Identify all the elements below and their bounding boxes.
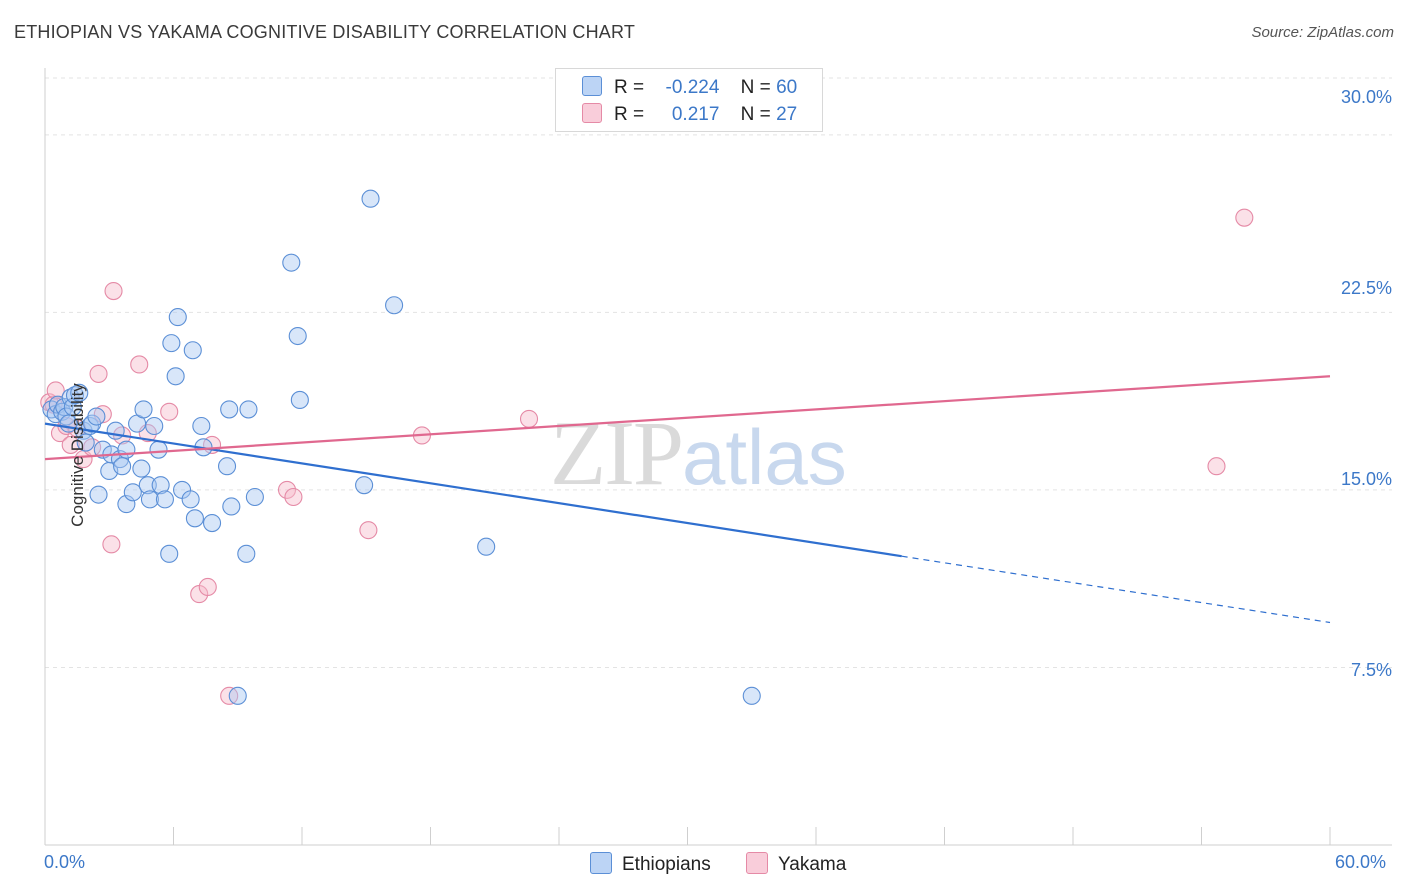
ethiopians-point-31 — [145, 416, 164, 436]
ethiopians-point-35 — [160, 544, 179, 563]
source-label: Source: ZipAtlas.com — [1251, 24, 1394, 41]
bottom-legend-label: Yakama — [778, 854, 847, 875]
yakama-trend-line — [44, 375, 1331, 461]
bottom-legend-yakama: Yakama — [746, 852, 846, 876]
chart-title: ETHIOPIAN VS YAKAMA COGNITIVE DISABILITY… — [14, 22, 636, 42]
legend-n-label: N = — [740, 77, 771, 98]
bottom-legend-swatch-blue — [590, 852, 612, 874]
ethiopians-point-60 — [742, 686, 761, 705]
y-tick-label-30: 30.0% — [1340, 87, 1392, 107]
yakama-point-18 — [198, 577, 217, 597]
ethiopians-trend-extension — [901, 555, 1331, 624]
yakama-point-25 — [519, 409, 539, 428]
ethiopians-point-51 — [239, 400, 258, 419]
ethiopians-point-22 — [113, 457, 132, 476]
ethiopians-point-40 — [181, 490, 200, 509]
ethiopians-point-55 — [290, 390, 309, 410]
ethiopians-point-34 — [155, 490, 174, 509]
bottom-legend-ethiopians: Ethiopians — [590, 852, 711, 876]
legend-n-value: 27 — [776, 104, 798, 125]
legend-row-yakama: R = 0.217 N = 27 — [582, 103, 797, 126]
ethiopians-point-29 — [138, 476, 157, 495]
ethiopians-point-33 — [151, 476, 170, 495]
ethiopians-point-30 — [140, 490, 159, 509]
legend-r-value: 0.217 — [671, 104, 720, 125]
ethiopians-point-24 — [117, 495, 136, 514]
yakama-point-14 — [130, 355, 149, 374]
yakama-point-2 — [46, 381, 65, 400]
ethiopians-point-25 — [123, 483, 142, 502]
ethiopians-point-48 — [222, 497, 241, 516]
yakama-point-21 — [277, 480, 297, 499]
ethiopians-point-15 — [87, 407, 106, 426]
ethiopians-point-32 — [149, 440, 168, 459]
legend-r-value: -0.224 — [665, 77, 720, 98]
yakama-point-11 — [102, 535, 121, 554]
y-tick-label-15: 15.0% — [1340, 469, 1392, 489]
ethiopians-point-28 — [134, 400, 153, 419]
y-tick-label-7-5: 7.5% — [1350, 660, 1392, 680]
ethiopians-point-27 — [132, 459, 151, 478]
yakama-point-16 — [160, 402, 179, 421]
ethiopians-point-56 — [355, 476, 374, 495]
ethiopians-point-38 — [168, 308, 187, 327]
legend-n-label: N = — [740, 104, 771, 125]
bottom-legend-swatch-pink — [746, 852, 768, 874]
ethiopians-point-41 — [183, 341, 202, 360]
ethiopians-point-42 — [185, 509, 204, 528]
legend-n-value: 60 — [776, 77, 798, 98]
yakama-point-12 — [104, 282, 123, 301]
ethiopians-point-43 — [192, 416, 211, 436]
y-tick-label-22-5: 22.5% — [1340, 278, 1392, 298]
ethiopians-point-36 — [162, 334, 181, 353]
yakama-point-5 — [61, 435, 80, 454]
legend-row-ethiopians: R = -0.224 N = 60 — [582, 76, 797, 99]
y-axis-label: Cognitive Disability — [67, 383, 87, 527]
ethiopians-trend-line — [44, 422, 902, 558]
yakama-point-9 — [89, 364, 108, 383]
ethiopians-point-16 — [89, 485, 108, 504]
bottom-legend-label: Ethiopians — [622, 854, 711, 875]
yakama-point-26 — [1207, 457, 1226, 476]
x-tick-label-min: 0.0% — [44, 852, 86, 872]
ethiopians-point-47 — [220, 400, 239, 419]
yakama-point-27 — [1235, 208, 1254, 227]
ethiopians-point-23 — [117, 440, 136, 459]
ethiopians-point-20 — [106, 421, 125, 440]
legend-r-label: R = — [614, 104, 645, 125]
legend-r-label: R = — [614, 77, 645, 98]
legend-swatch-pink — [582, 103, 602, 123]
ethiopians-point-52 — [245, 487, 264, 507]
legend-swatch-blue — [582, 76, 602, 96]
stats-legend: R = -0.224 N = 60 R = 0.217 N = 27 — [555, 68, 823, 132]
ethiopians-point-57 — [361, 189, 380, 208]
ethiopians-point-49 — [228, 686, 247, 705]
ethiopians-point-50 — [237, 544, 256, 563]
ethiopians-point-45 — [203, 513, 222, 533]
ethiopians-point-37 — [166, 367, 185, 386]
x-tick-label-max: 60.0% — [1335, 852, 1387, 872]
ethiopians-point-5 — [57, 407, 76, 426]
ethiopians-point-54 — [288, 326, 307, 346]
ethiopians-point-59 — [477, 537, 496, 556]
yakama-point-22 — [284, 487, 303, 507]
ethiopians-point-58 — [385, 296, 404, 315]
ethiopians-point-46 — [217, 457, 237, 476]
yakama-point-23 — [359, 521, 378, 540]
ethiopians-point-12 — [76, 433, 95, 452]
ethiopians-point-17 — [93, 440, 112, 459]
ethiopians-point-10 — [70, 383, 89, 402]
ethiopians-point-53 — [282, 253, 301, 272]
